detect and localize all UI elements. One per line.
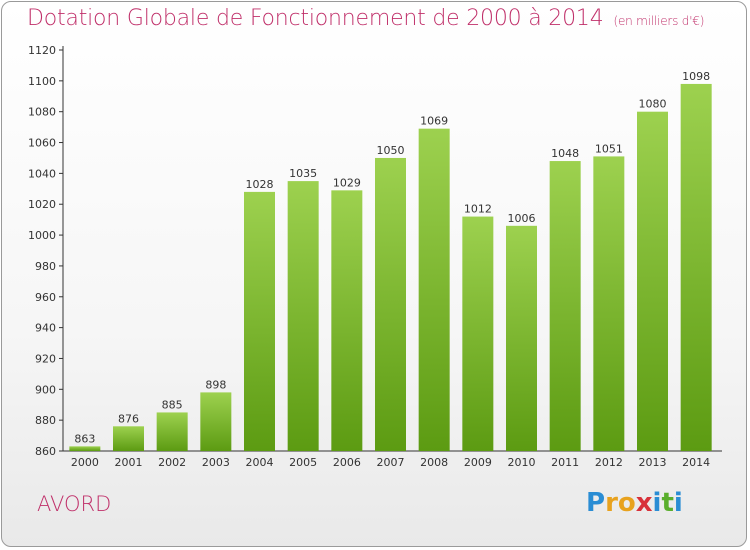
x-tick-label: 2003 <box>202 456 230 469</box>
bar <box>506 225 537 451</box>
bar <box>375 157 406 451</box>
bar <box>418 128 450 451</box>
bar <box>113 426 144 451</box>
data-label: 1050 <box>377 144 405 157</box>
x-tick-label: 2011 <box>551 456 579 469</box>
x-tick-label: 2009 <box>464 456 492 469</box>
bar <box>331 190 363 451</box>
y-tick-label: 1120 <box>28 44 56 57</box>
title-text: Dotation Globale de Fonctionnement de 20… <box>27 6 604 31</box>
bar <box>244 191 275 451</box>
y-tick-label: 1060 <box>28 137 56 150</box>
data-label: 898 <box>205 378 226 391</box>
y-tick-label: 920 <box>35 352 56 365</box>
data-label: 1012 <box>464 203 492 216</box>
y-tick-label: 880 <box>35 414 56 427</box>
bar <box>287 181 319 451</box>
x-tick-label: 2010 <box>508 456 536 469</box>
y-tick-label: 1100 <box>28 75 56 88</box>
x-tick-label: 2000 <box>71 456 99 469</box>
logo-letter: i <box>652 488 662 518</box>
x-tick-label: 2004 <box>246 456 274 469</box>
x-tick-label: 2012 <box>595 456 623 469</box>
y-tick-label: 940 <box>35 322 56 335</box>
data-label: 1098 <box>682 70 710 83</box>
proxiti-logo: Proxiti <box>586 488 683 518</box>
data-label: 1028 <box>246 178 274 191</box>
x-tick-label: 2005 <box>289 456 317 469</box>
data-label: 1035 <box>289 167 317 180</box>
logo-letter: t <box>661 488 674 518</box>
y-tick-label: 1040 <box>28 167 56 180</box>
bar <box>156 412 188 451</box>
chart-subtitle: (en milliers d'€) <box>613 14 705 28</box>
bar <box>637 111 668 451</box>
y-tick-label: 860 <box>35 445 56 458</box>
x-tick-label: 2013 <box>639 456 667 469</box>
y-tick-label: 980 <box>35 260 56 273</box>
bar <box>593 156 625 451</box>
commune-name: AVORD <box>37 492 112 516</box>
data-label: 863 <box>74 432 95 445</box>
logo-letter: i <box>673 488 683 518</box>
logo-letter: r <box>605 488 618 518</box>
bar <box>69 446 101 451</box>
x-tick-label: 2002 <box>158 456 186 469</box>
value-labels: 863 876 885 898 1028 1035 1029 1050 1069 1012 1006… <box>74 70 710 445</box>
bar <box>680 83 712 451</box>
x-tick-label: 2006 <box>333 456 361 469</box>
y-tick-label: 1000 <box>28 229 56 242</box>
data-label: 1048 <box>551 147 579 160</box>
bar <box>549 161 581 452</box>
bar <box>462 216 494 451</box>
data-label: 1006 <box>508 212 536 225</box>
data-label: 876 <box>118 412 139 425</box>
x-tick-label: 2008 <box>420 456 448 469</box>
y-tick-label: 960 <box>35 291 56 304</box>
data-label: 1029 <box>333 176 361 189</box>
logo-letter: o <box>617 488 636 518</box>
y-tick-label: 1080 <box>28 106 56 119</box>
x-tick-label: 2007 <box>377 456 405 469</box>
logo-letter: x <box>635 488 653 518</box>
x-tick-label: 2014 <box>682 456 710 469</box>
bar <box>200 392 232 451</box>
logo-letter: P <box>586 488 606 518</box>
data-label: 1080 <box>639 98 667 111</box>
y-tick-label: 900 <box>35 383 56 396</box>
bars <box>69 83 712 452</box>
x-tick-label: 2001 <box>115 456 143 469</box>
data-label: 1069 <box>420 115 448 128</box>
data-label: 885 <box>162 398 183 411</box>
chart-title: Dotation Globale de Fonctionnement de 20… <box>27 6 704 31</box>
y-tick-label: 1020 <box>28 198 56 211</box>
data-label: 1051 <box>595 142 623 155</box>
